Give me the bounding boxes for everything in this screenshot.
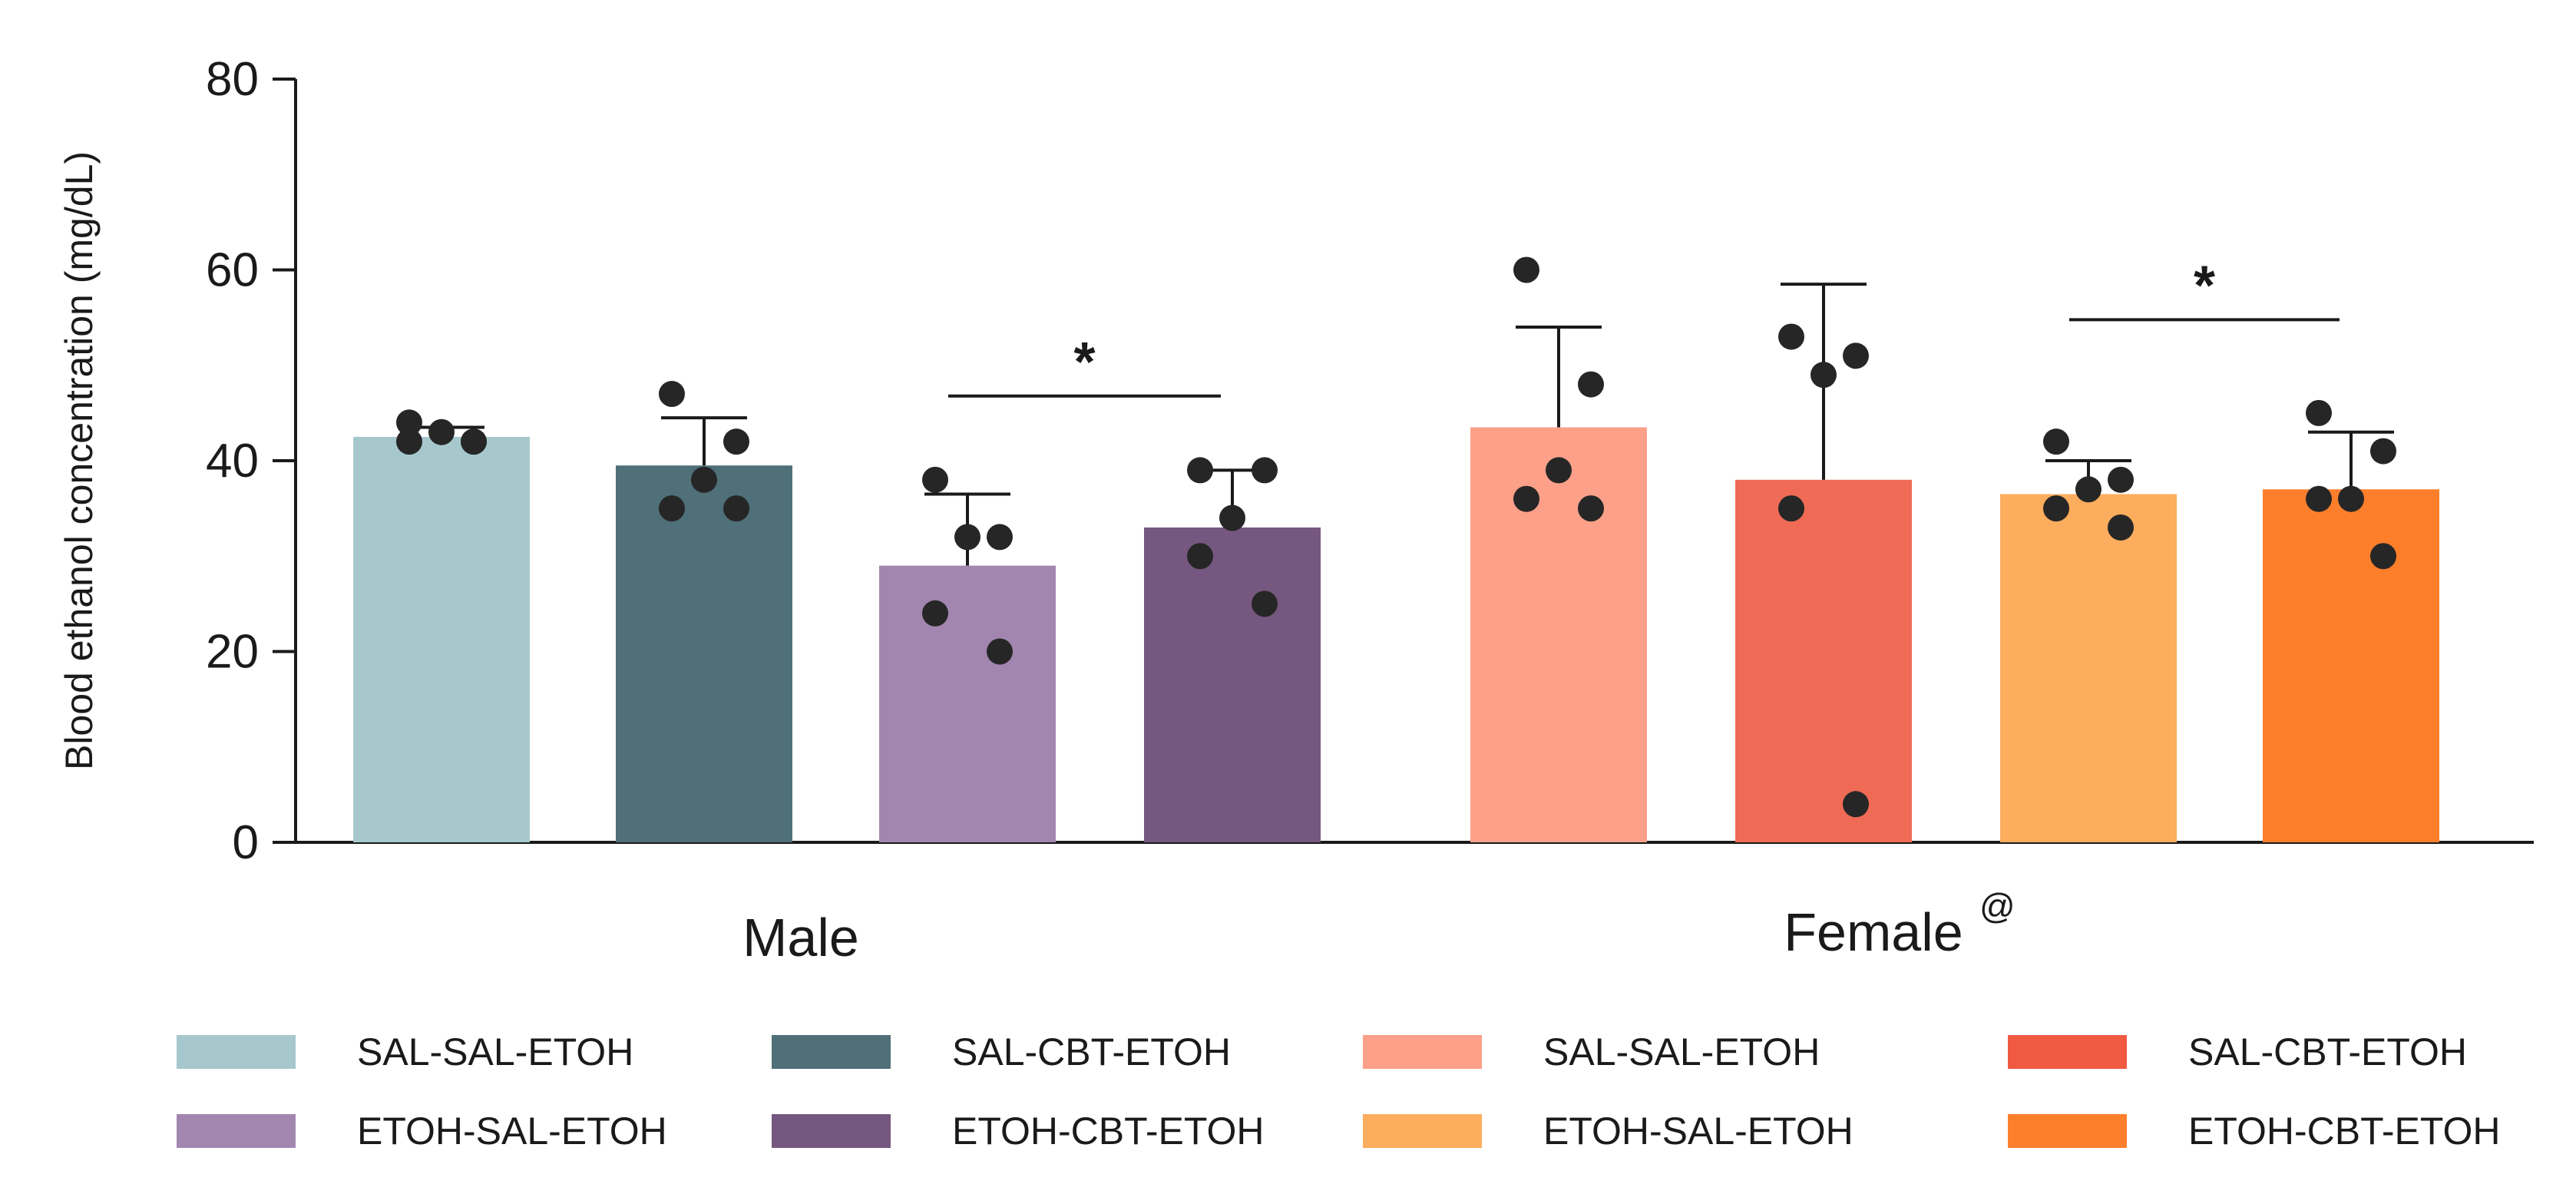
data-point xyxy=(2108,514,2134,541)
data-point xyxy=(1810,362,1837,389)
legend-swatch xyxy=(177,1035,296,1069)
data-point xyxy=(1778,495,1804,522)
legend: SAL-SAL-ETOH SAL-CBT-ETOH SAL-SAL-ETOH SAL-… xyxy=(177,1030,2501,1153)
data-point xyxy=(1252,590,1278,617)
bar-female-etoh-sal-etoh xyxy=(2000,494,2177,842)
data-point xyxy=(1578,371,1604,398)
data-point xyxy=(2370,543,2396,570)
data-point xyxy=(428,418,455,445)
legend-label: SAL-CBT-ETOH xyxy=(952,1030,1231,1073)
legend-label: ETOH-SAL-ETOH xyxy=(357,1110,667,1153)
data-point xyxy=(723,428,749,455)
data-point xyxy=(1187,457,1213,484)
bar-male-etoh-sal-etoh xyxy=(879,565,1056,842)
group-marker: @ xyxy=(1979,886,2015,926)
axes: 0 20 40 60 80 Blood ethanol concentration (mg… xyxy=(58,53,2534,869)
bar-female-sal-cbt-etoh xyxy=(1735,479,1912,842)
data-point xyxy=(396,428,422,455)
data-point xyxy=(2043,428,2069,455)
data-point xyxy=(1219,504,1245,531)
group-labels: Male Female @ xyxy=(742,886,2015,967)
data-point xyxy=(2306,485,2332,512)
data-point xyxy=(2043,495,2069,522)
legend-label: SAL-SAL-ETOH xyxy=(1543,1030,1820,1073)
y-tick-label: 80 xyxy=(206,53,259,106)
data-point xyxy=(922,466,948,493)
legend-swatch xyxy=(1363,1035,1482,1069)
y-axis-title: Blood ethanol concentration (mg/dL) xyxy=(58,151,101,770)
data-point xyxy=(2075,476,2101,503)
data-point xyxy=(1187,543,1213,570)
significance-marker: * xyxy=(2194,255,2215,316)
data-point xyxy=(461,428,487,455)
data-point xyxy=(922,600,948,627)
data-point xyxy=(1513,485,1539,512)
data-point xyxy=(2306,399,2332,426)
y-tick-label: 20 xyxy=(206,626,259,679)
y-tick-label: 40 xyxy=(206,435,259,488)
legend-label: SAL-CBT-ETOH xyxy=(2188,1030,2467,1073)
data-point xyxy=(987,524,1013,551)
data-point xyxy=(2108,466,2134,493)
bar-male-sal-cbt-etoh xyxy=(616,465,792,842)
data-point xyxy=(1513,256,1539,283)
bar-male-sal-sal-etoh xyxy=(353,436,530,842)
y-tick-label: 60 xyxy=(206,244,259,297)
legend-swatch xyxy=(177,1114,296,1148)
data-point xyxy=(1843,342,1869,369)
bars xyxy=(353,427,2439,842)
legend-label: ETOH-CBT-ETOH xyxy=(2188,1110,2501,1153)
legend-swatch xyxy=(772,1035,891,1069)
y-tick-label: 0 xyxy=(233,816,259,869)
data-point xyxy=(1546,457,1572,484)
bar-female-etoh-cbt-etoh xyxy=(2263,489,2439,842)
group-label-male: Male xyxy=(742,908,859,967)
legend-swatch xyxy=(2008,1114,2127,1148)
data-point xyxy=(396,409,422,436)
data-point xyxy=(2370,438,2396,465)
data-point xyxy=(723,495,749,522)
data-point xyxy=(2338,485,2364,512)
legend-label: SAL-SAL-ETOH xyxy=(357,1030,633,1073)
data-point xyxy=(1778,323,1804,350)
legend-swatch xyxy=(772,1114,891,1148)
group-label-female: Female xyxy=(1784,902,1963,962)
data-point xyxy=(954,524,980,551)
significance-marker: * xyxy=(1073,332,1095,393)
significance-annotations: ** xyxy=(948,255,2340,398)
bar-female-sal-sal-etoh xyxy=(1470,427,1647,842)
data-point xyxy=(659,381,685,408)
data-point xyxy=(1843,791,1869,818)
data-points xyxy=(396,256,2396,818)
legend-swatch xyxy=(2008,1035,2127,1069)
bar-male-etoh-cbt-etoh xyxy=(1144,527,1321,842)
data-point xyxy=(1578,495,1604,522)
data-point xyxy=(1252,457,1278,484)
legend-label: ETOH-CBT-ETOH xyxy=(952,1110,1265,1153)
legend-label: ETOH-SAL-ETOH xyxy=(1543,1110,1853,1153)
data-point xyxy=(691,466,717,493)
legend-swatch xyxy=(1363,1114,1482,1148)
data-point xyxy=(659,495,685,522)
data-point xyxy=(987,638,1013,665)
